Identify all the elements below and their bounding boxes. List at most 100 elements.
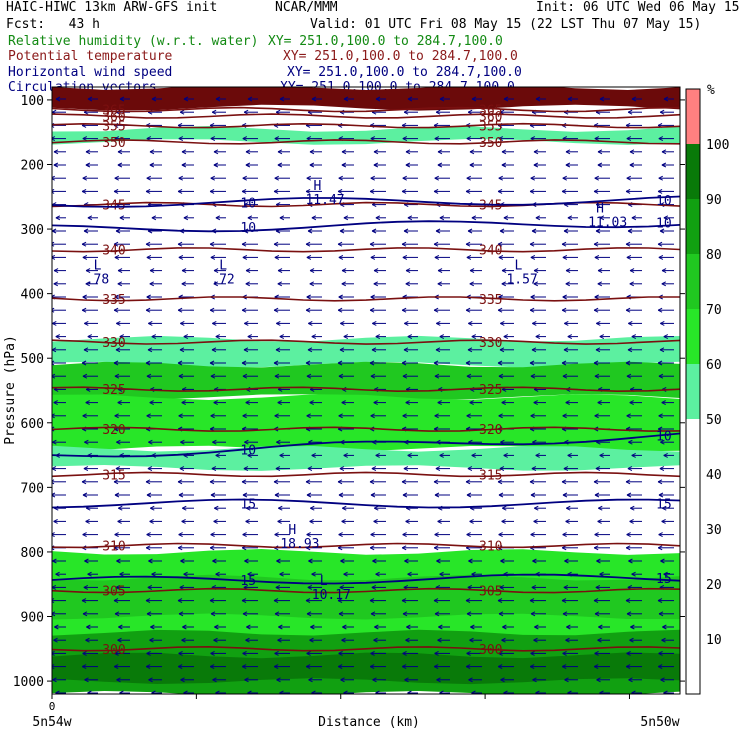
wind-vector-head bbox=[87, 571, 92, 577]
title-center: NCAR/MMM bbox=[275, 0, 338, 15]
wind-vector-head bbox=[625, 307, 631, 313]
wind-vector-head bbox=[148, 677, 153, 683]
wind-vector-head bbox=[373, 281, 379, 287]
wind-vector-head bbox=[274, 254, 280, 260]
wind-vector-head bbox=[660, 558, 665, 564]
wind-vector-head bbox=[593, 188, 599, 194]
wind-vector-head bbox=[593, 479, 599, 485]
wind-vector-head bbox=[274, 175, 279, 181]
wind-vector-head bbox=[471, 690, 476, 694]
wind-vector-head bbox=[404, 677, 409, 683]
wind-vector-head bbox=[245, 518, 250, 524]
wind-vector-head bbox=[375, 571, 380, 577]
colorbar-band bbox=[686, 364, 700, 419]
wind-speed-contour bbox=[52, 498, 680, 509]
theta-contour bbox=[52, 296, 680, 302]
wind-vector-head bbox=[402, 532, 407, 538]
wind-vector-head bbox=[596, 677, 601, 683]
wind-vector-head bbox=[338, 373, 344, 379]
wind-vector-head bbox=[113, 188, 119, 194]
wind-vector-head bbox=[178, 492, 184, 498]
colorbar-band bbox=[686, 419, 700, 694]
wind-vector-head bbox=[628, 558, 633, 564]
valid-time: Valid: 01 UTC Fri 08 May 15 (22 LST Thu … bbox=[310, 17, 702, 32]
wind-vector-head bbox=[594, 373, 600, 379]
wind-speed-label: 10 bbox=[240, 443, 256, 458]
wind-vector-head bbox=[597, 637, 602, 643]
wind-vector-head bbox=[625, 664, 631, 670]
wind-vector-head bbox=[87, 96, 93, 102]
wind-vector-head bbox=[115, 228, 121, 234]
wind-vector-head bbox=[52, 228, 57, 234]
wind-vector-head bbox=[370, 294, 375, 300]
wind-vector-head bbox=[535, 215, 541, 221]
wind-vector-head bbox=[593, 307, 599, 313]
wind-vector-head bbox=[631, 96, 637, 102]
wind-vector-head bbox=[273, 241, 279, 247]
wind-vector-head bbox=[145, 360, 151, 366]
wind-vector-head bbox=[273, 479, 279, 485]
colorbar-tick-label: 20 bbox=[706, 578, 722, 593]
wind-vector-head bbox=[179, 347, 185, 353]
wind-vector-head bbox=[402, 611, 408, 617]
wind-vector-head bbox=[627, 109, 633, 115]
wind-vector-head bbox=[52, 611, 56, 617]
wind-vector-head bbox=[497, 664, 503, 670]
wind-vector-head bbox=[661, 637, 666, 643]
wind-vector-head bbox=[337, 188, 343, 194]
wind-vector-head bbox=[439, 334, 445, 340]
wind-vector-head bbox=[465, 664, 471, 670]
wind-vector-head bbox=[593, 360, 599, 366]
wind-vector-head bbox=[114, 175, 119, 181]
wind-vector-head bbox=[337, 307, 343, 313]
wind-vector-head bbox=[467, 347, 473, 353]
wind-vector-head bbox=[85, 149, 91, 155]
wind-vector-head bbox=[247, 215, 253, 221]
wind-vector-head bbox=[401, 479, 407, 485]
wind-vector-head bbox=[309, 400, 314, 406]
wind-vector-head bbox=[310, 505, 315, 511]
wind-vector-head bbox=[626, 492, 632, 498]
theta-label: 335 bbox=[102, 293, 125, 308]
wind-vector-head bbox=[52, 492, 56, 498]
wind-vector-head bbox=[183, 334, 189, 340]
wind-vector-head bbox=[215, 96, 221, 102]
theta-label: 305 bbox=[479, 585, 502, 600]
y-tick-label: 200 bbox=[21, 158, 44, 173]
wind-vector-head bbox=[309, 518, 314, 524]
wind-vector-head bbox=[343, 690, 348, 694]
wind-vector-head bbox=[369, 545, 375, 551]
wind-vector-head bbox=[567, 690, 572, 694]
wind-vector-head bbox=[82, 413, 87, 419]
wind-vector-head bbox=[498, 254, 504, 260]
wind-vector-head bbox=[52, 136, 56, 142]
wind-vector-head bbox=[305, 664, 311, 670]
extremum-value: 1.57 bbox=[506, 272, 537, 287]
extremum-value: .78 bbox=[86, 272, 109, 287]
wind-vector-head bbox=[434, 136, 440, 142]
wind-vector-head bbox=[242, 254, 248, 260]
wind-vector-head bbox=[340, 320, 345, 326]
wind-vector-head bbox=[338, 294, 343, 300]
wind-vector-head bbox=[501, 149, 507, 155]
wind-vector-head bbox=[595, 347, 601, 353]
title-left: HAIC-HIWC 13km ARW-GFS init bbox=[6, 0, 218, 15]
wind-vector-head bbox=[438, 624, 443, 630]
wind-vector-head bbox=[626, 175, 631, 181]
wind-vector-head bbox=[529, 479, 535, 485]
y-tick-label: 700 bbox=[21, 481, 44, 496]
wind-vector-head bbox=[497, 241, 503, 247]
wind-vector-head bbox=[338, 413, 343, 419]
wind-vector-head bbox=[311, 334, 317, 340]
wind-vector-head bbox=[562, 413, 567, 419]
wind-vector-head bbox=[503, 690, 508, 694]
wind-vector-head bbox=[593, 241, 599, 247]
wind-vector-head bbox=[369, 241, 375, 247]
wind-vector-head bbox=[53, 637, 58, 643]
wind-vector-head bbox=[502, 624, 507, 630]
wind-vector-head bbox=[273, 307, 279, 313]
wind-vector-head bbox=[626, 650, 631, 656]
wind-vector-head bbox=[82, 175, 87, 181]
wind-vector-head bbox=[340, 677, 345, 683]
wind-vector-head bbox=[183, 215, 189, 221]
